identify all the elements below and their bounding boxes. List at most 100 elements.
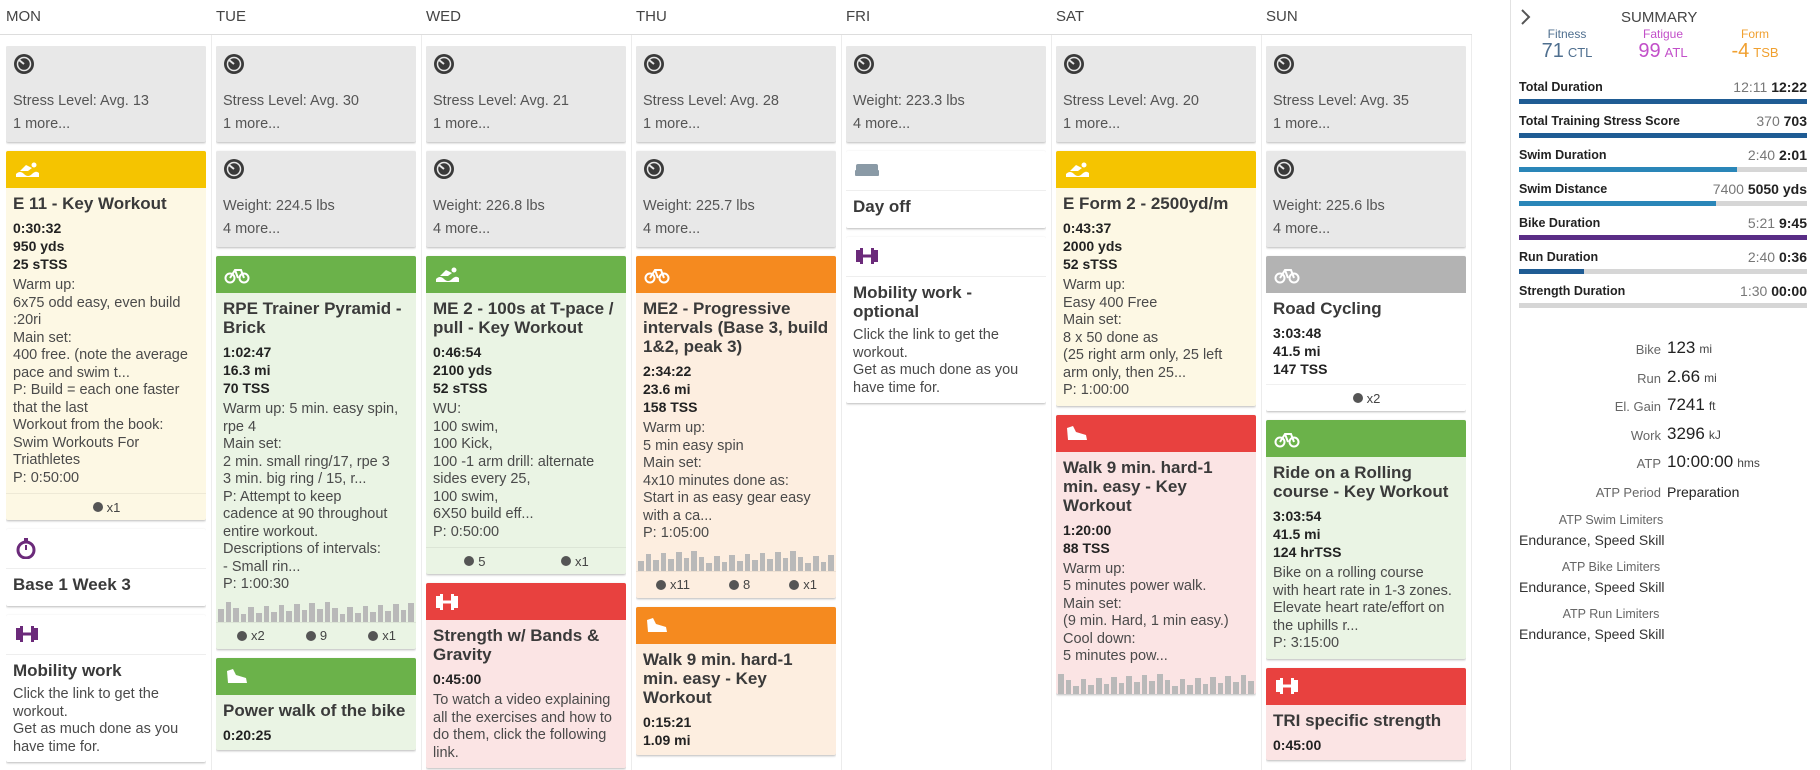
planned-value: 7400 <box>1712 181 1744 197</box>
calendar-card[interactable]: Day off <box>846 151 1046 228</box>
calendar-card[interactable]: RPE Trainer Pyramid - Brick 1:02:47 16.3 m… <box>216 256 416 649</box>
workout-title: E Form 2 - 2500yd/m <box>1063 194 1229 213</box>
summary-title: SUMMARY <box>1621 9 1698 26</box>
calendar-card[interactable]: Stress Level: Avg. 13 1 more... <box>6 46 206 142</box>
icon <box>1066 162 1089 177</box>
workout-text: Warm up: <box>13 277 76 293</box>
calendar-card[interactable]: Stress Level: Avg. 20 1 more... <box>1056 46 1256 142</box>
unit: hms <box>1737 456 1760 470</box>
calendar-card[interactable]: Stress Level: Avg. 30 1 more... <box>216 46 416 142</box>
day-column: Stress Level: Avg. 35 1 more... Weight: 22… <box>1266 46 1466 770</box>
calendar-card[interactable]: Stress Level: Avg. 21 1 more... <box>426 46 626 142</box>
graph-bar <box>339 613 346 622</box>
calendar-card[interactable]: ME2 - Progressive intervals (Base 3, bui… <box>636 256 836 598</box>
column-divider <box>1051 35 1052 770</box>
calendar-card[interactable]: Stress Level: Avg. 28 1 more... <box>636 46 836 142</box>
workout-text: P: 1:05:00 <box>643 525 710 541</box>
icon <box>1276 678 1298 694</box>
gauge: Fitness 71 CTL <box>1517 28 1617 63</box>
metric-text: Stress Level: Avg. 20 <box>1063 93 1199 109</box>
calendar-card[interactable]: Mobility work - optional Click the link t… <box>846 237 1046 403</box>
calendar-card[interactable]: Walk 9 min. hard-1 min. easy - Key Worko… <box>1056 414 1256 694</box>
graph-bar <box>354 612 361 622</box>
graph-bar <box>1210 676 1216 694</box>
progress-track <box>1519 303 1807 308</box>
workout-stat: 23.6 mi <box>643 381 691 397</box>
workout-text: Main set: <box>223 436 282 452</box>
unit: yds <box>1782 181 1807 197</box>
workout-title: Road Cycling <box>1273 299 1382 318</box>
calendar-card[interactable]: E 11 - Key Workout 0:30:32 950 yds 25 sTSS W… <box>6 151 206 520</box>
progress-fill <box>1519 167 1737 172</box>
graph-bar <box>676 551 682 571</box>
icon <box>1274 54 1294 74</box>
metric-text: 1 more... <box>643 116 701 132</box>
workout-text: all the exercises and how to <box>433 709 612 726</box>
calendar-card[interactable]: Stress Level: Avg. 35 1 more... <box>1266 46 1466 142</box>
workout-text: WU: <box>433 401 462 417</box>
metric-text: Weight: 226.8 lbs <box>433 198 545 214</box>
graph-bar <box>813 555 819 571</box>
calendar-card[interactable]: E Form 2 - 2500yd/m 0:43:37 2000 yds 52 sTS… <box>1056 151 1256 406</box>
workout-text: Swim Workouts For <box>13 434 140 451</box>
workout-stat: 0:43:37 <box>1063 220 1112 236</box>
graph-bar <box>1065 679 1072 694</box>
footer-count: x1 <box>382 628 396 643</box>
calendar-card[interactable]: ME 2 - 100s at T-pace / pull - Key Worko… <box>426 256 626 574</box>
footer-count: 9 <box>319 628 328 643</box>
card-icon-row <box>6 529 206 569</box>
stat-value: 10:00:00 hms <box>1667 452 1760 472</box>
graph-bar <box>774 551 781 571</box>
workout-text: 8 x 50 done as <box>1063 329 1159 346</box>
gauge-label: Form <box>1741 27 1769 41</box>
progress-fill <box>1519 235 1807 240</box>
card-body: Mobility work Click the link to get the wo… <box>6 655 206 762</box>
card-footer: x1 <box>6 493 206 520</box>
graph-bar <box>316 608 323 622</box>
footer-count: x2 <box>1366 390 1381 406</box>
workout-stat: 0:15:21 <box>643 713 692 730</box>
graph-bar <box>301 609 308 622</box>
workout-text: P: 1:00:00 <box>1063 382 1130 398</box>
workout-stat: 0:20:25 <box>223 726 272 743</box>
graph-bar <box>1156 673 1163 694</box>
calendar-card[interactable]: Walk 9 min. hard-1 min. easy - Key Worko… <box>636 606 836 755</box>
icon <box>1274 268 1300 283</box>
calendar-card[interactable]: Mobility work Click the link to get the wo… <box>6 615 206 762</box>
workout-stat: 52 sTSS <box>433 380 488 396</box>
calendar-card[interactable]: Power walk of the bike 0:20:25 <box>216 657 416 750</box>
progress-overflow <box>1677 235 1807 240</box>
calendar-card[interactable]: Ride on a Rolling course - Key Workout 3:… <box>1266 420 1466 659</box>
workout-text: Main set: <box>643 455 702 471</box>
limiter-value: Endurance, Speed Skill <box>1519 532 1665 548</box>
icon <box>644 159 664 179</box>
calendar-card[interactable]: Weight: 225.7 lbs 4 more... <box>636 151 836 247</box>
card-header <box>1266 667 1466 705</box>
icon <box>1274 159 1294 179</box>
workout-stat: 2000 yds <box>1063 238 1123 254</box>
icon <box>227 669 247 683</box>
card-body: ME 2 - 100s at T-pace / pull - Key Worko… <box>426 293 626 547</box>
calendar-card[interactable]: TRI specific strength 0:45:00 <box>1266 667 1466 760</box>
metric-text: Stress Level: Avg. 35 <box>1273 93 1409 109</box>
icon <box>16 626 38 642</box>
workout-title: RPE Trainer Pyramid - Brick <box>223 299 402 337</box>
collapse-chevron[interactable] <box>1519 8 1533 26</box>
calendar-card[interactable]: Strength w/ Bands & Gravity 0:45:00 To wat… <box>426 583 626 768</box>
workout-stat: 0:45:00 <box>1273 736 1322 753</box>
workout-text: Workout from the book: <box>13 417 164 433</box>
workout-stat: 88 TSS <box>1063 539 1110 556</box>
workout-stat: 950 yds <box>13 238 65 254</box>
calendar-card[interactable]: Weight: 226.8 lbs 4 more... <box>426 151 626 247</box>
workout-text: Get as much done as you <box>13 721 179 737</box>
progress-overflow <box>1802 99 1807 104</box>
workout-title: Walk 9 min. hard-1 min. easy - Key Worko… <box>1063 457 1213 515</box>
metric-text: Stress Level: Avg. 30 <box>223 93 359 109</box>
gauge-unit: ATL <box>1664 45 1688 60</box>
calendar-card[interactable]: Weight: 224.5 lbs 4 more... <box>216 151 416 247</box>
calendar-card[interactable]: Weight: 223.3 lbs 4 more... <box>846 46 1046 142</box>
icon <box>224 54 244 74</box>
calendar-card[interactable]: Road Cycling 3:03:48 41.5 mi 147 TSS x2 <box>1266 256 1466 411</box>
calendar-card[interactable]: Base 1 Week 3 <box>6 529 206 606</box>
calendar-card[interactable]: Weight: 225.6 lbs 4 more... <box>1266 151 1466 247</box>
